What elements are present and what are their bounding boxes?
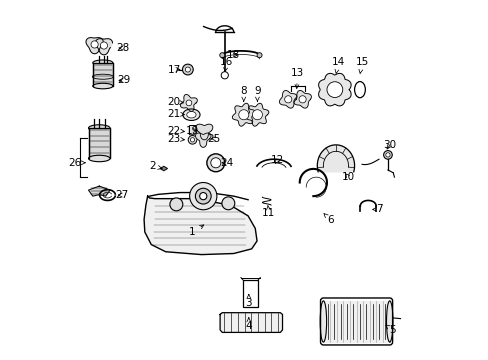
Polygon shape: [317, 145, 354, 172]
Text: 11: 11: [262, 205, 275, 218]
Text: 12: 12: [270, 155, 284, 165]
Circle shape: [257, 53, 262, 58]
Text: 26: 26: [68, 158, 85, 168]
Text: 29: 29: [118, 75, 131, 85]
FancyBboxPatch shape: [189, 126, 196, 135]
Circle shape: [326, 82, 342, 98]
Polygon shape: [245, 103, 268, 126]
Text: 13: 13: [290, 68, 304, 89]
FancyBboxPatch shape: [93, 63, 113, 86]
Ellipse shape: [93, 60, 113, 66]
Circle shape: [190, 138, 194, 142]
Circle shape: [189, 183, 217, 210]
Ellipse shape: [93, 83, 113, 89]
Circle shape: [385, 153, 389, 157]
Text: 16: 16: [220, 57, 233, 72]
Circle shape: [185, 100, 191, 106]
Ellipse shape: [88, 155, 110, 162]
Circle shape: [100, 42, 107, 49]
Polygon shape: [293, 90, 311, 108]
FancyBboxPatch shape: [88, 128, 110, 158]
Text: 28: 28: [117, 43, 130, 53]
Text: 9: 9: [254, 86, 260, 102]
Polygon shape: [196, 124, 212, 140]
Text: 20: 20: [166, 97, 183, 107]
Circle shape: [221, 72, 228, 79]
Ellipse shape: [354, 82, 365, 98]
Text: 4: 4: [245, 318, 252, 331]
Circle shape: [222, 197, 234, 210]
Circle shape: [91, 41, 98, 48]
Polygon shape: [95, 39, 112, 55]
Text: 14: 14: [331, 57, 345, 73]
Text: 24: 24: [220, 158, 233, 168]
Text: 23: 23: [166, 134, 184, 144]
Ellipse shape: [186, 112, 196, 118]
Circle shape: [185, 67, 190, 72]
Text: 5: 5: [385, 325, 395, 335]
Text: 15: 15: [355, 57, 368, 73]
Polygon shape: [88, 186, 110, 196]
Circle shape: [169, 198, 183, 211]
Text: 7: 7: [372, 204, 382, 215]
Polygon shape: [144, 196, 257, 255]
Circle shape: [284, 96, 291, 103]
Circle shape: [383, 150, 391, 159]
Text: 19: 19: [185, 126, 199, 135]
Text: 10: 10: [341, 172, 354, 182]
Text: 3: 3: [245, 294, 252, 308]
Polygon shape: [323, 301, 389, 342]
Text: 27: 27: [115, 190, 128, 200]
Text: 2: 2: [149, 161, 162, 171]
Polygon shape: [180, 94, 197, 111]
Ellipse shape: [88, 125, 110, 131]
Ellipse shape: [183, 109, 200, 121]
Ellipse shape: [320, 301, 326, 342]
Text: 21: 21: [166, 109, 184, 119]
Text: 6: 6: [324, 213, 333, 225]
Circle shape: [199, 193, 206, 200]
Text: 30: 30: [383, 140, 395, 150]
Text: 8: 8: [240, 86, 246, 102]
Polygon shape: [279, 90, 297, 108]
Ellipse shape: [386, 301, 392, 342]
Circle shape: [188, 135, 196, 144]
Polygon shape: [160, 166, 167, 171]
Circle shape: [210, 158, 221, 168]
Polygon shape: [318, 73, 350, 106]
Polygon shape: [220, 313, 282, 332]
Circle shape: [195, 188, 211, 204]
Text: 17: 17: [167, 64, 181, 75]
Circle shape: [182, 64, 193, 75]
Circle shape: [206, 154, 224, 172]
Polygon shape: [86, 37, 103, 54]
Circle shape: [298, 96, 305, 103]
Circle shape: [219, 53, 224, 58]
Circle shape: [252, 110, 262, 120]
FancyBboxPatch shape: [243, 280, 258, 307]
Polygon shape: [195, 133, 211, 147]
Text: 25: 25: [207, 134, 220, 144]
Text: 22: 22: [166, 126, 184, 135]
Polygon shape: [232, 103, 255, 126]
Text: 18: 18: [226, 50, 239, 60]
Text: 1: 1: [189, 225, 203, 237]
Circle shape: [238, 110, 248, 120]
